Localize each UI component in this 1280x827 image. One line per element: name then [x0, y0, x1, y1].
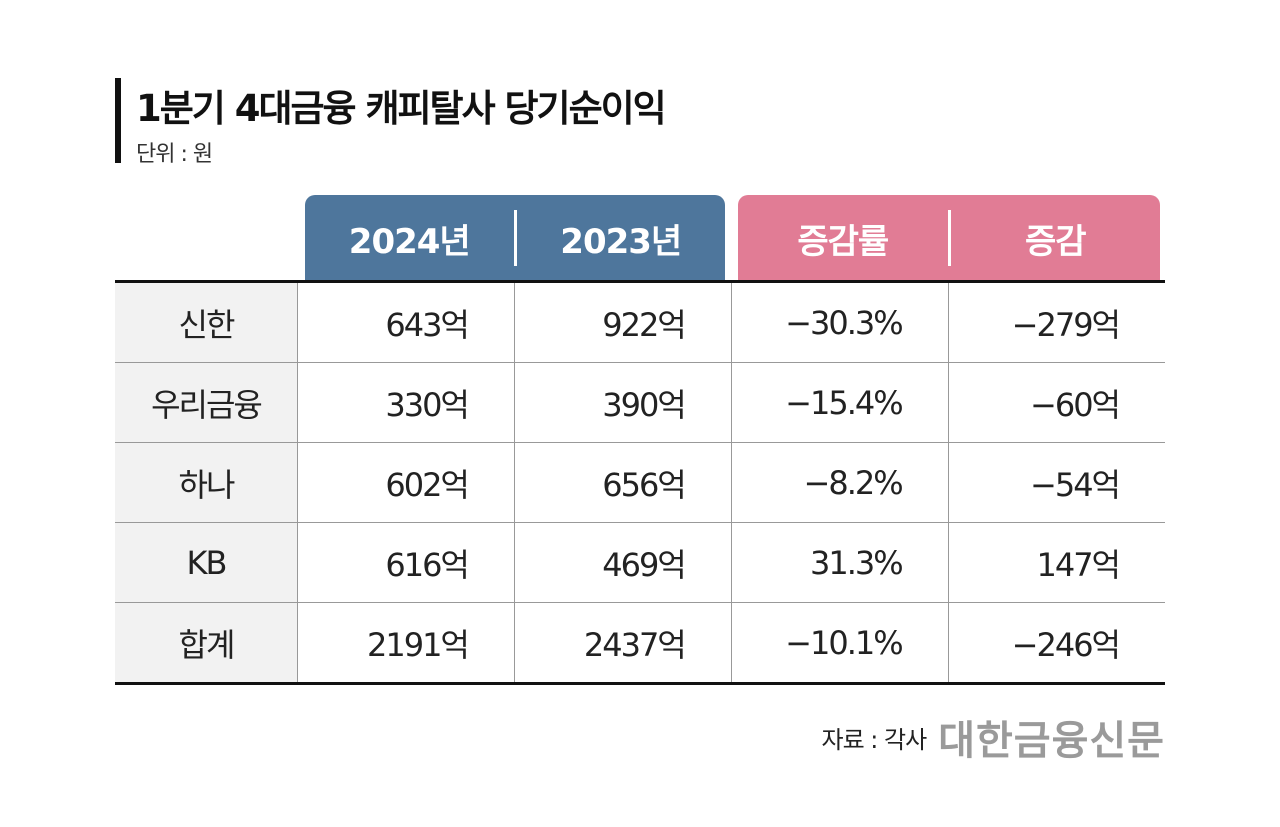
table-cell: −246억 — [947, 602, 1165, 684]
table-cell: 2437억 — [513, 602, 732, 684]
table-cell: 147억 — [947, 522, 1165, 603]
change-header-group: 증감률 증감 — [738, 195, 1160, 281]
table-cell: 602억 — [297, 442, 515, 523]
publisher-logo: 대한금융신문 — [938, 718, 1165, 764]
table-row: 우리금융 330억 390억 −15.4% −60억 — [115, 362, 1165, 443]
footer: 자료 : 각사 대한금융신문 — [822, 708, 1165, 766]
year-header-group: 2024년 2023년 — [305, 195, 725, 281]
title-accent-bar — [115, 78, 121, 163]
table-row: 신한 643억 922억 −30.3% −279억 — [115, 281, 1165, 363]
column-header: 2024년 — [348, 221, 471, 262]
header-divider — [513, 210, 517, 266]
table-cell: −8.2% — [730, 442, 949, 523]
table-cell: 31.3% — [730, 522, 949, 603]
row-label: 합계 — [115, 602, 298, 684]
row-label: 하나 — [115, 442, 298, 523]
table-cell: −30.3% — [730, 281, 949, 363]
row-label: 신한 — [115, 281, 298, 363]
table-cell: 330억 — [297, 362, 515, 443]
header-divider — [947, 210, 951, 266]
table-cell: 2191억 — [297, 602, 515, 684]
table-row: 합계 2191억 2437억 −10.1% −246억 — [115, 602, 1165, 684]
table-cell: 616억 — [297, 522, 515, 603]
data-table: 신한 643억 922억 −30.3% −279억 우리금융 330억 390억 −15.4% −… — [115, 280, 1165, 685]
table-cell: 643억 — [297, 281, 515, 363]
chart-title: 1분기 4대금융 캐피탈사 당기순이익 — [136, 87, 667, 130]
row-label: 우리금융 — [115, 362, 298, 443]
table-cell: 922억 — [513, 281, 732, 363]
table-cell: −54억 — [947, 442, 1165, 523]
column-header: 증감률 — [797, 221, 889, 262]
table-cell: −60억 — [947, 362, 1165, 443]
table-row: 하나 602억 656억 −8.2% −54억 — [115, 442, 1165, 523]
source-note: 자료 : 각사 — [821, 725, 928, 754]
row-label: KB — [115, 522, 298, 603]
table-row: KB 616억 469억 31.3% 147억 — [115, 522, 1165, 603]
unit-label: 단위 : 원 — [136, 142, 213, 167]
table-cell: 469억 — [513, 522, 732, 603]
table-cell: 390억 — [513, 362, 732, 443]
table-cell: −10.1% — [730, 602, 949, 684]
column-header: 2023년 — [560, 221, 682, 262]
table-cell: 656억 — [513, 442, 732, 523]
table-cell: −15.4% — [730, 362, 949, 443]
column-header: 증감 — [1024, 221, 1087, 262]
table-cell: −279억 — [947, 281, 1165, 363]
